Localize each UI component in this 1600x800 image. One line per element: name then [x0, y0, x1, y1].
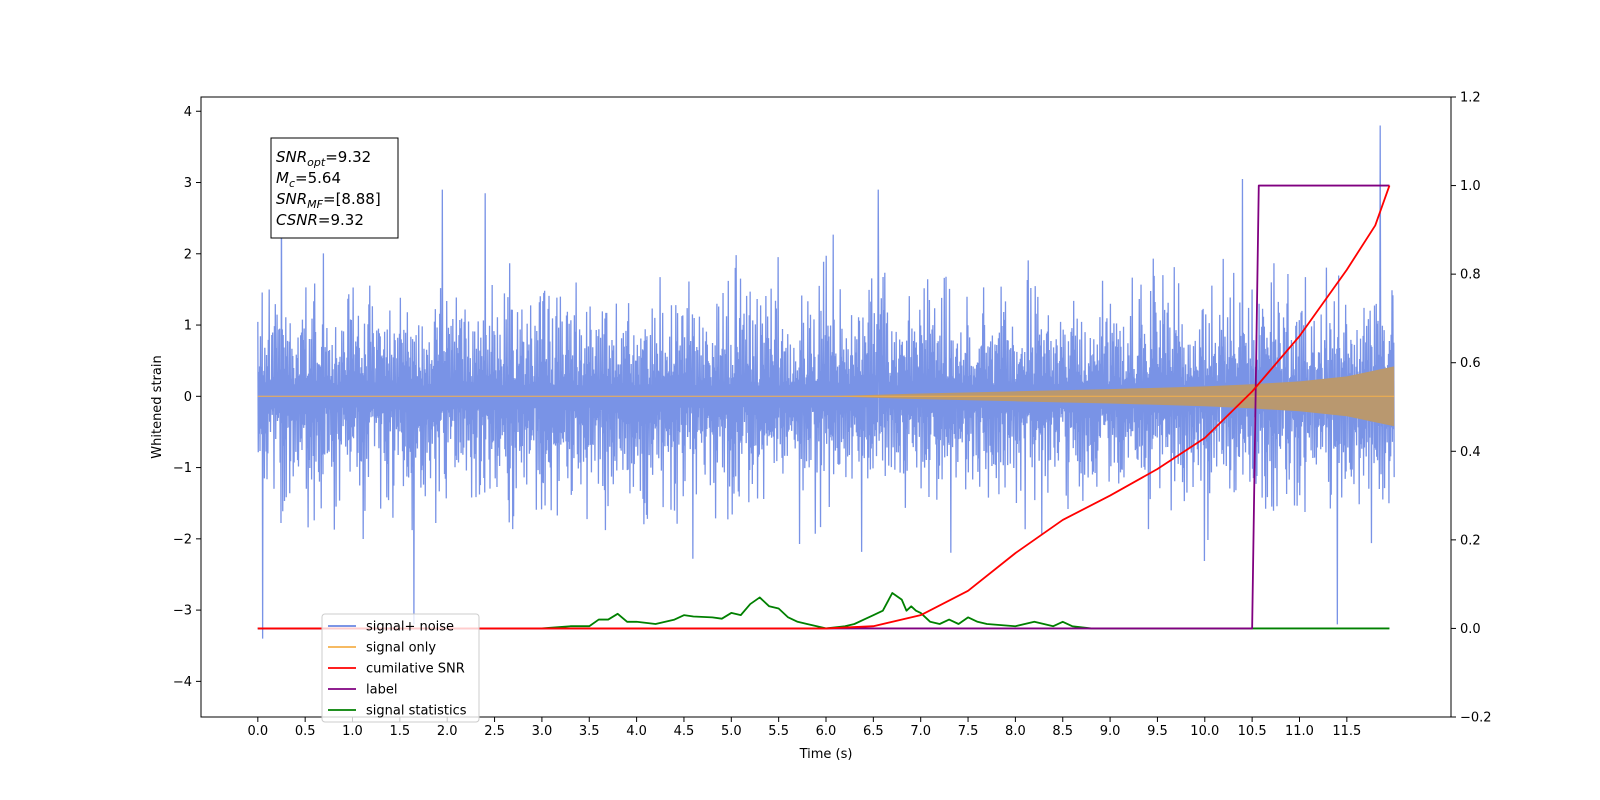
x-axis: 0.0 0.5 1.0 1.5 2.0 2.5 3.0 3.5 4.0 4.5 5.0 5.5 6.0 6…	[247, 717, 1361, 739]
y-tick-label: −1	[173, 461, 192, 476]
x-tick-label: 6.0	[816, 724, 837, 739]
y-tick-label: 2	[184, 247, 192, 262]
x-tick-label: 0.5	[295, 724, 316, 739]
y-tick-label: −3	[173, 604, 192, 619]
x-tick-label: 5.5	[768, 724, 789, 739]
y-tick-label: 1	[184, 319, 192, 334]
x-tick-label: 8.5	[1052, 724, 1073, 739]
y-tick-label: 3	[184, 176, 192, 191]
x-tick-label: 8.0	[1005, 724, 1026, 739]
annotation-line: SNRopt=9.32	[276, 148, 371, 169]
legend-label: signal statistics	[366, 704, 467, 719]
annotation-line: SNRMF=[8.88]	[276, 190, 381, 211]
y-tick-label: −2	[173, 532, 192, 547]
x-tick-label: 7.5	[958, 724, 979, 739]
signal-statistics-line	[257, 592, 1390, 630]
legend-label: label	[366, 683, 397, 698]
y-axis-left: −4 −3 −2 −1 0 1 2 3 4	[173, 105, 201, 690]
legend-label: signal only	[366, 641, 436, 656]
plot-area	[257, 125, 1395, 639]
y-tick-label: −4	[173, 675, 192, 690]
cumulative-snr-line	[257, 185, 1391, 630]
x-tick-label: 7.0	[910, 724, 931, 739]
y2-tick-label: 1.0	[1460, 179, 1481, 194]
y2-tick-label: 0.2	[1460, 533, 1481, 548]
legend-frame	[321, 613, 480, 723]
y2-tick-label: −0.2	[1460, 711, 1492, 726]
x-tick-label: 3.5	[579, 724, 600, 739]
x-tick-label: 3.0	[532, 724, 553, 739]
legend-label: cumilative SNR	[366, 662, 465, 677]
legend-label: signal+ noise	[366, 620, 454, 635]
legend: signal+ noise signal only cumilative SNR la…	[321, 613, 480, 723]
y2-tick-label: 0.8	[1460, 268, 1481, 283]
series-signal-only	[257, 366, 1395, 427]
series-lines	[257, 184, 1391, 630]
annotation-line: CSNR=9.32	[276, 211, 364, 229]
x-tick-label: 10.5	[1238, 724, 1267, 739]
y2-tick-label: 0.0	[1460, 622, 1481, 637]
y-axis-right: −0.2 0.0 0.2 0.4 0.6 0.8 1.0 1.2	[1451, 91, 1492, 726]
annotation-frame	[270, 137, 399, 239]
y2-tick-label: 0.4	[1460, 445, 1481, 460]
x-tick-label: 9.5	[1147, 724, 1168, 739]
x-tick-label: 4.0	[626, 724, 647, 739]
x-tick-label: 2.5	[484, 724, 505, 739]
x-tick-label: 9.0	[1100, 724, 1121, 739]
annotation-line: Mc=5.64	[276, 169, 341, 190]
x-tick-label: 4.5	[674, 724, 695, 739]
y-axis-title: Whitened strain	[150, 355, 165, 458]
x-tick-label: 0.0	[247, 724, 268, 739]
y2-tick-label: 0.6	[1460, 356, 1481, 371]
y-tick-label: 4	[184, 105, 192, 120]
y2-tick-label: 1.2	[1460, 91, 1481, 106]
x-tick-label: 6.5	[863, 724, 884, 739]
x-tick-label: 10.0	[1190, 724, 1219, 739]
x-axis-title: Time (s)	[799, 747, 853, 762]
x-tick-label: 2.0	[437, 724, 458, 739]
x-tick-label: 11.0	[1285, 724, 1314, 739]
x-tick-label: 11.5	[1332, 724, 1361, 739]
x-tick-label: 1.0	[342, 724, 363, 739]
y-tick-label: 0	[184, 390, 192, 405]
x-tick-label: 1.5	[390, 724, 411, 739]
x-tick-label: 5.0	[721, 724, 742, 739]
